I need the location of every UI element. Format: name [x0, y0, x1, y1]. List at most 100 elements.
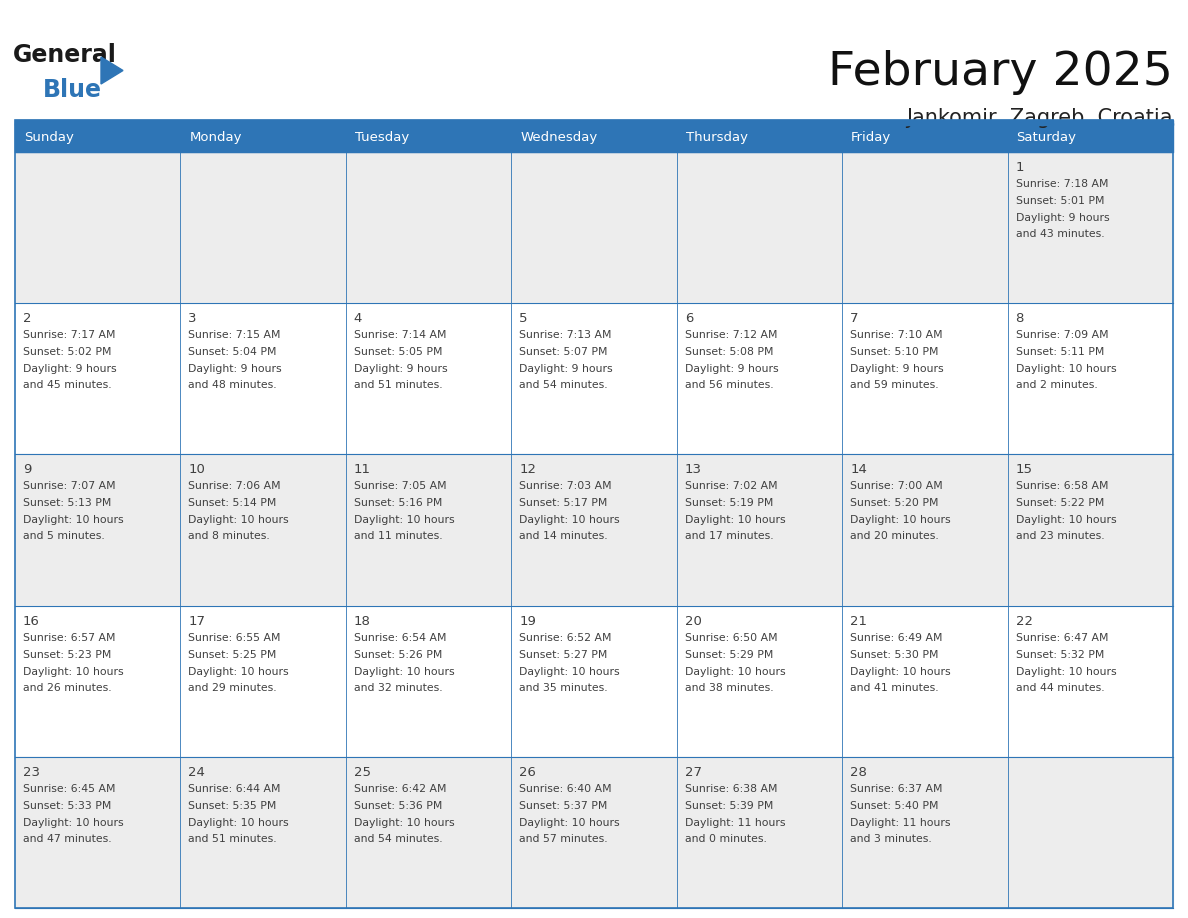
Text: Sunrise: 6:50 AM: Sunrise: 6:50 AM: [684, 633, 777, 643]
Bar: [181, 303, 346, 454]
Bar: [511, 756, 677, 908]
Text: 1: 1: [1016, 161, 1024, 174]
Text: Sunrise: 7:13 AM: Sunrise: 7:13 AM: [519, 330, 612, 341]
Text: and 3 minutes.: and 3 minutes.: [851, 834, 931, 844]
Text: 3: 3: [189, 312, 197, 325]
Text: Sunrise: 6:47 AM: Sunrise: 6:47 AM: [1016, 633, 1108, 643]
Bar: [677, 152, 842, 303]
Text: Sunrise: 6:58 AM: Sunrise: 6:58 AM: [1016, 481, 1108, 491]
Text: Daylight: 10 hours: Daylight: 10 hours: [1016, 666, 1117, 677]
Text: Daylight: 10 hours: Daylight: 10 hours: [519, 515, 620, 525]
Text: Sunrise: 7:12 AM: Sunrise: 7:12 AM: [684, 330, 777, 341]
Text: Sunset: 5:14 PM: Sunset: 5:14 PM: [189, 498, 277, 509]
Text: and 59 minutes.: and 59 minutes.: [851, 380, 939, 390]
Text: General: General: [13, 43, 116, 67]
Text: and 51 minutes.: and 51 minutes.: [189, 834, 277, 844]
Bar: [181, 122, 346, 152]
Text: Sunset: 5:27 PM: Sunset: 5:27 PM: [519, 650, 607, 660]
Text: and 35 minutes.: and 35 minutes.: [519, 683, 608, 692]
Text: and 14 minutes.: and 14 minutes.: [519, 532, 608, 542]
Text: Sunset: 5:04 PM: Sunset: 5:04 PM: [189, 347, 277, 357]
Bar: [346, 756, 511, 908]
Text: and 32 minutes.: and 32 minutes.: [354, 683, 442, 692]
Text: and 44 minutes.: and 44 minutes.: [1016, 683, 1104, 692]
Text: Sunset: 5:10 PM: Sunset: 5:10 PM: [851, 347, 939, 357]
Text: Sunrise: 7:18 AM: Sunrise: 7:18 AM: [1016, 179, 1108, 189]
Bar: [842, 454, 1007, 606]
Text: and 41 minutes.: and 41 minutes.: [851, 683, 939, 692]
Bar: [842, 122, 1007, 152]
Text: Sunrise: 7:03 AM: Sunrise: 7:03 AM: [519, 481, 612, 491]
Text: Jankomir, Zagreb, Croatia: Jankomir, Zagreb, Croatia: [906, 108, 1173, 128]
Bar: [15, 152, 181, 303]
Bar: [346, 122, 511, 152]
Text: Daylight: 9 hours: Daylight: 9 hours: [354, 364, 448, 375]
Text: Sunrise: 6:45 AM: Sunrise: 6:45 AM: [23, 784, 115, 794]
Text: Daylight: 10 hours: Daylight: 10 hours: [851, 515, 950, 525]
Text: Daylight: 10 hours: Daylight: 10 hours: [354, 515, 455, 525]
Text: Daylight: 10 hours: Daylight: 10 hours: [851, 666, 950, 677]
Text: Sunset: 5:33 PM: Sunset: 5:33 PM: [23, 800, 112, 811]
Text: Monday: Monday: [189, 130, 242, 144]
Text: Sunset: 5:25 PM: Sunset: 5:25 PM: [189, 650, 277, 660]
Text: Daylight: 9 hours: Daylight: 9 hours: [1016, 213, 1110, 223]
Text: Sunset: 5:35 PM: Sunset: 5:35 PM: [189, 800, 277, 811]
Text: Sunset: 5:23 PM: Sunset: 5:23 PM: [23, 650, 112, 660]
Text: 10: 10: [189, 464, 206, 476]
Bar: [15, 606, 181, 756]
Text: Daylight: 11 hours: Daylight: 11 hours: [684, 818, 785, 828]
Text: and 11 minutes.: and 11 minutes.: [354, 532, 442, 542]
Text: Sunset: 5:32 PM: Sunset: 5:32 PM: [1016, 650, 1104, 660]
Text: Sunset: 5:13 PM: Sunset: 5:13 PM: [23, 498, 112, 509]
Text: Daylight: 9 hours: Daylight: 9 hours: [684, 364, 778, 375]
Text: and 5 minutes.: and 5 minutes.: [23, 532, 105, 542]
Bar: [346, 606, 511, 756]
Text: Daylight: 10 hours: Daylight: 10 hours: [684, 515, 785, 525]
Text: 15: 15: [1016, 464, 1032, 476]
Bar: [346, 303, 511, 454]
Text: Sunrise: 6:54 AM: Sunrise: 6:54 AM: [354, 633, 447, 643]
Text: Daylight: 10 hours: Daylight: 10 hours: [519, 818, 620, 828]
Text: Sunset: 5:05 PM: Sunset: 5:05 PM: [354, 347, 442, 357]
Text: Daylight: 10 hours: Daylight: 10 hours: [23, 666, 124, 677]
Text: Sunset: 5:08 PM: Sunset: 5:08 PM: [684, 347, 773, 357]
Text: Sunset: 5:16 PM: Sunset: 5:16 PM: [354, 498, 442, 509]
Text: Sunrise: 6:49 AM: Sunrise: 6:49 AM: [851, 633, 942, 643]
Text: and 51 minutes.: and 51 minutes.: [354, 380, 442, 390]
Bar: [15, 756, 181, 908]
Text: 11: 11: [354, 464, 371, 476]
Bar: [677, 122, 842, 152]
Bar: [677, 756, 842, 908]
Text: 7: 7: [851, 312, 859, 325]
Text: Sunrise: 6:40 AM: Sunrise: 6:40 AM: [519, 784, 612, 794]
Text: Daylight: 10 hours: Daylight: 10 hours: [189, 666, 289, 677]
Text: and 56 minutes.: and 56 minutes.: [684, 380, 773, 390]
Text: Sunset: 5:07 PM: Sunset: 5:07 PM: [519, 347, 608, 357]
Text: Blue: Blue: [43, 78, 102, 102]
Text: Sunrise: 7:17 AM: Sunrise: 7:17 AM: [23, 330, 115, 341]
Text: Sunset: 5:01 PM: Sunset: 5:01 PM: [1016, 196, 1104, 206]
Text: 18: 18: [354, 614, 371, 628]
Text: Sunrise: 7:02 AM: Sunrise: 7:02 AM: [684, 481, 777, 491]
Bar: [15, 122, 181, 152]
Text: and 57 minutes.: and 57 minutes.: [519, 834, 608, 844]
Bar: [842, 606, 1007, 756]
Text: 9: 9: [23, 464, 31, 476]
Bar: [15, 303, 181, 454]
Text: 23: 23: [23, 766, 40, 778]
Text: and 23 minutes.: and 23 minutes.: [1016, 532, 1104, 542]
Text: Sunrise: 7:09 AM: Sunrise: 7:09 AM: [1016, 330, 1108, 341]
Text: Daylight: 9 hours: Daylight: 9 hours: [23, 364, 116, 375]
Polygon shape: [101, 57, 124, 84]
Bar: [181, 606, 346, 756]
Text: and 48 minutes.: and 48 minutes.: [189, 380, 277, 390]
Text: Sunset: 5:30 PM: Sunset: 5:30 PM: [851, 650, 939, 660]
Text: Sunrise: 6:52 AM: Sunrise: 6:52 AM: [519, 633, 612, 643]
Bar: [842, 152, 1007, 303]
Text: 6: 6: [684, 312, 693, 325]
Bar: [181, 152, 346, 303]
Text: Sunrise: 6:37 AM: Sunrise: 6:37 AM: [851, 784, 942, 794]
Text: Sunrise: 7:10 AM: Sunrise: 7:10 AM: [851, 330, 943, 341]
Text: and 26 minutes.: and 26 minutes.: [23, 683, 112, 692]
Bar: [346, 152, 511, 303]
